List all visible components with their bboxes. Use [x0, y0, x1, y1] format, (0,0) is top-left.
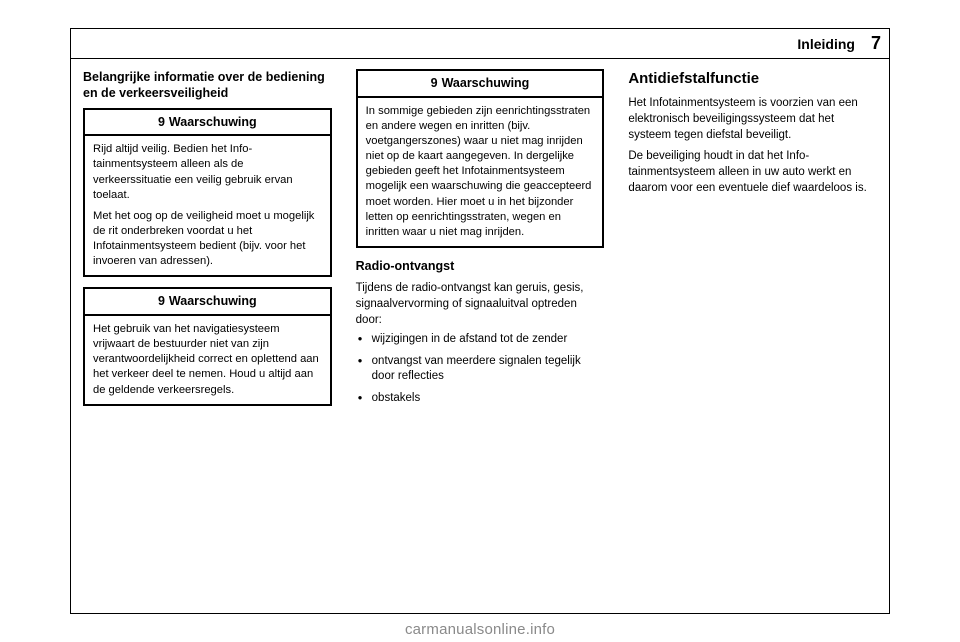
warning-1-p2: Met het oog op de veiligheid moet u moge… [93, 209, 322, 269]
column-2: 9 Waarschuwing In sommige gebieden zijn e… [344, 59, 617, 613]
header-page-number: 7 [871, 33, 881, 54]
warning-2-body: Het gebruik van het navigatiesys­teem vr… [85, 316, 330, 404]
warning-3-label: Waarschuwing [442, 76, 530, 90]
radio-title: Radio-ontvangst [356, 258, 605, 274]
warning-2-p1: Het gebruik van het navigatiesys­teem vr… [93, 322, 322, 398]
manual-page: Inleiding 7 Belangrijke informatie over … [70, 28, 890, 614]
warning-icon: 9 [158, 115, 165, 129]
warning-2-header: 9 Waarschuwing [85, 289, 330, 316]
page-header: Inleiding 7 [71, 29, 889, 59]
warning-box-1: 9 Waarschuwing Rijd altijd veilig. Bedien… [83, 108, 332, 278]
warning-3-body: In sommige gebieden zijn eenrich­tingsst… [358, 98, 603, 246]
column-3: Antidiefstalfunctie Het Infotainmentsyst… [616, 59, 889, 613]
radio-bullets: wijzigingen in de afstand tot de zender … [356, 332, 605, 406]
col1-subtitle: Belangrijke informatie over de bediening… [83, 69, 332, 102]
warning-3-header: 9 Waarschuwing [358, 71, 603, 98]
antitheft-p1: Het Infotainmentsysteem is voorzien van … [628, 95, 877, 143]
header-section-title: Inleiding [797, 36, 855, 52]
bullet-1: wijzigingen in de afstand tot de zender [356, 332, 605, 348]
warning-icon: 9 [158, 294, 165, 308]
antitheft-title: Antidiefstalfunctie [628, 69, 877, 89]
bullet-2: ontvangst van meerdere signa­len tegelij… [356, 354, 605, 385]
radio-intro: Tijdens de radio-ontvangst kan geruis, g… [356, 280, 605, 328]
warning-1-body: Rijd altijd veilig. Bedien het Info­tain… [85, 136, 330, 275]
bullet-3: obstakels [356, 391, 605, 407]
antitheft-p2: De beveiliging houdt in dat het Info­tai… [628, 148, 877, 196]
column-1: Belangrijke informatie over de bediening… [71, 59, 344, 613]
warning-icon: 9 [431, 76, 438, 90]
warning-box-2: 9 Waarschuwing Het gebruik van het naviga… [83, 287, 332, 405]
warning-1-header: 9 Waarschuwing [85, 110, 330, 137]
warning-box-3: 9 Waarschuwing In sommige gebieden zijn e… [356, 69, 605, 248]
page-content: Belangrijke informatie over de bediening… [71, 59, 889, 613]
warning-2-label: Waarschuwing [169, 294, 257, 308]
warning-1-label: Waarschuwing [169, 115, 257, 129]
footer-watermark-url: carmanualsonline.info [0, 621, 960, 638]
warning-1-p1: Rijd altijd veilig. Bedien het Info­tain… [93, 142, 322, 202]
warning-3-p1: In sommige gebieden zijn eenrich­tingsst… [366, 104, 595, 240]
